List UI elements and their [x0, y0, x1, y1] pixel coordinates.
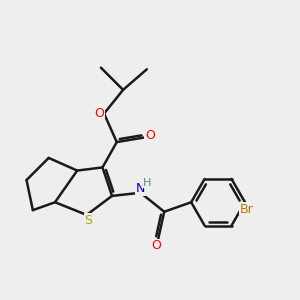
Text: Br: Br: [240, 203, 254, 216]
Text: O: O: [145, 129, 155, 142]
Text: N: N: [136, 182, 145, 195]
Text: H: H: [143, 178, 152, 188]
Text: O: O: [152, 239, 161, 252]
Text: O: O: [94, 107, 104, 120]
Text: S: S: [84, 214, 92, 227]
